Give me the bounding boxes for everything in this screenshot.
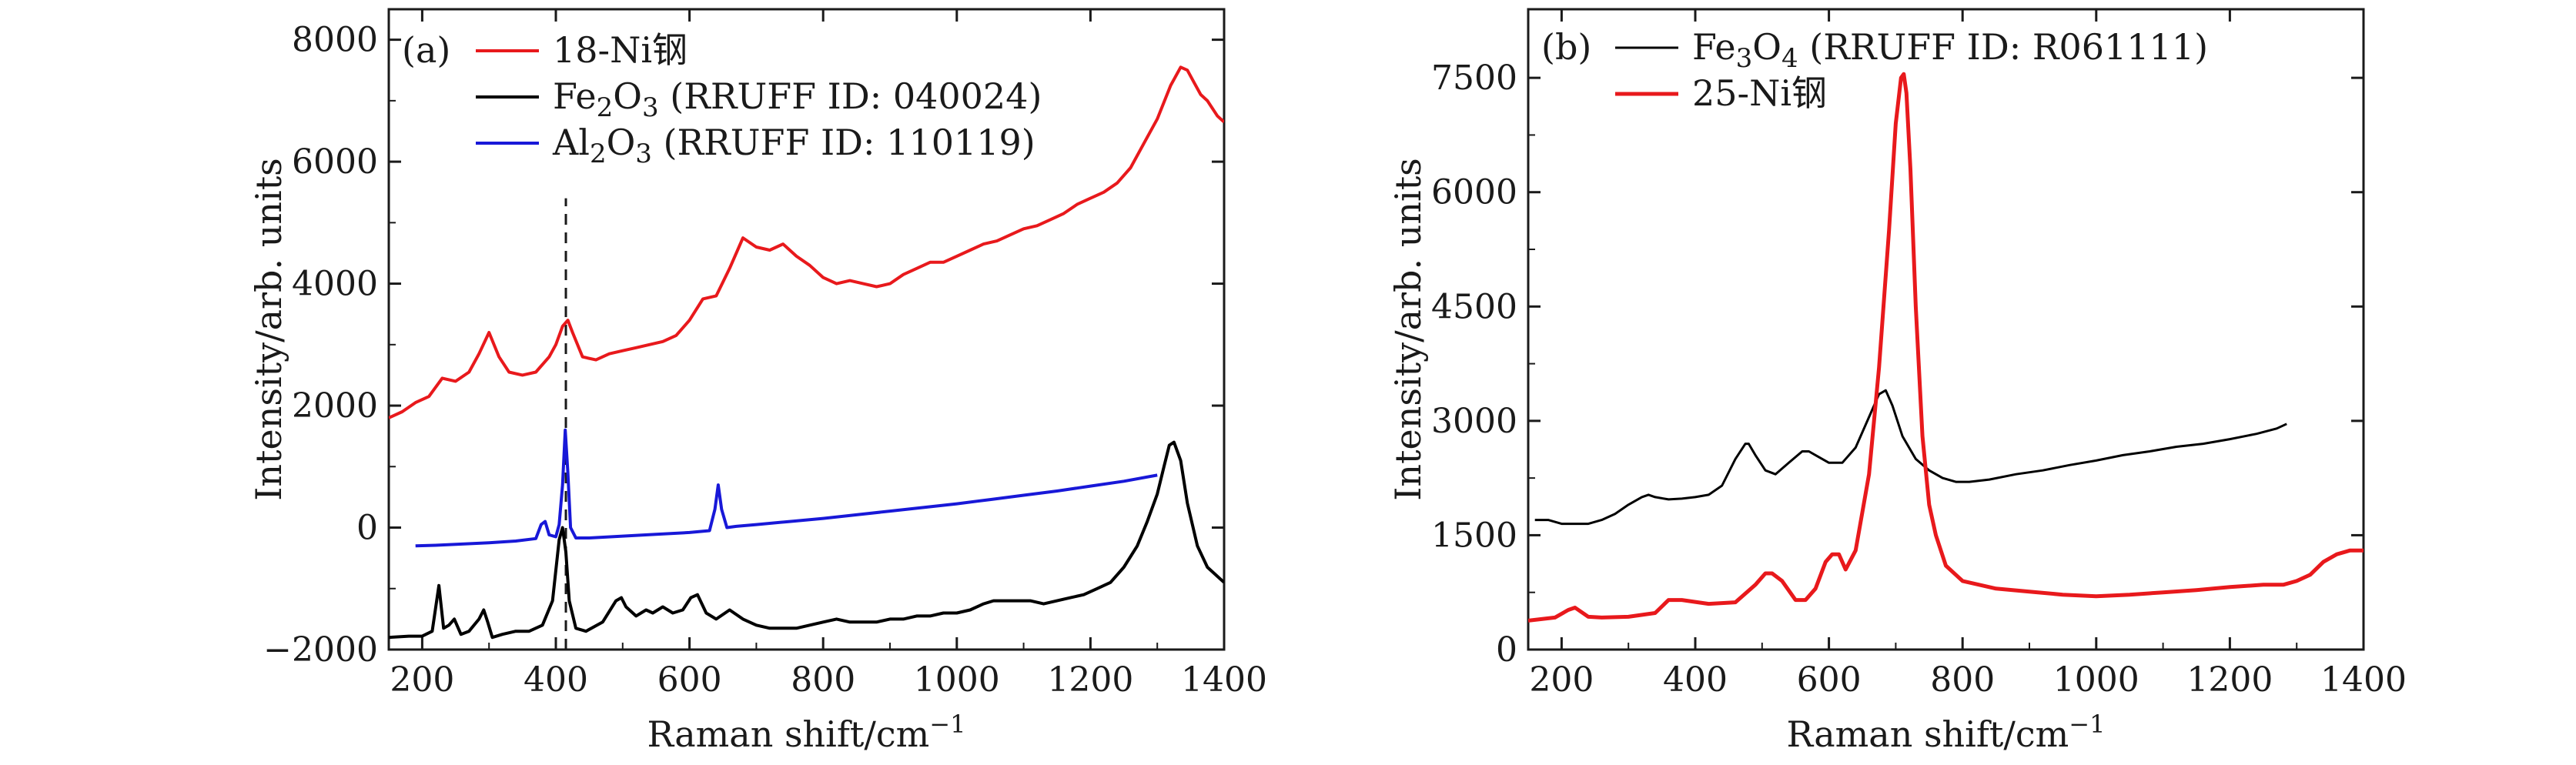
series-line-2 xyxy=(389,440,1224,640)
y-tick-label: 2000 xyxy=(292,386,378,426)
x-tick-label: 400 xyxy=(1663,660,1728,700)
x-tick-label: 1000 xyxy=(914,660,1000,700)
y-axis-title: Intensity/arb. units xyxy=(248,158,289,501)
y-tick-label: 3000 xyxy=(1431,402,1517,441)
y-tick-label: 6000 xyxy=(1431,173,1517,212)
plot-frame xyxy=(1527,8,2365,651)
series-line-1 xyxy=(1534,389,2287,526)
legend-subscript: 3 xyxy=(1736,43,1753,74)
chart-panel-a: 200 400 600 800 1000 1200 1400 −2000 0 2000 4000 60… xyxy=(248,8,1267,755)
legend-text-part: (RRUFF ID: R061111) xyxy=(1798,26,2208,68)
series-line-3 xyxy=(415,428,1158,548)
x-axis-title-sup: −1 xyxy=(929,710,965,739)
y-tick-label: 1500 xyxy=(1431,516,1517,555)
legend-entry: Fe2O3 (RRUFF ID: 040024) xyxy=(553,75,1042,123)
legend-text-part: Fe xyxy=(1692,26,1736,68)
y-tick-label: 6000 xyxy=(292,142,378,182)
legend-subscript: 3 xyxy=(642,92,659,123)
y-tick-label: 4000 xyxy=(292,265,378,304)
x-tick-label: 800 xyxy=(1930,660,1995,700)
series-line-2 xyxy=(1528,72,2364,623)
x-axis-title-text: Raman shift/cm xyxy=(647,713,930,755)
legend-text-part: O xyxy=(607,122,636,163)
x-tick-label: 1200 xyxy=(1047,660,1133,700)
x-tick-label: 200 xyxy=(390,660,454,700)
legend-text-part: Fe xyxy=(553,75,597,117)
x-axis-title-sup: −1 xyxy=(2069,710,2105,739)
legend-text-part: O xyxy=(1752,26,1781,68)
chart-panel-b: 200 400 600 800 1000 1200 1400 0 1500 3000 4500 600… xyxy=(1387,8,2407,755)
y-tick-label: 0 xyxy=(1496,630,1517,670)
legend-text-part: (RRUFF ID: 040024) xyxy=(659,75,1042,117)
legend-entry: Fe3O4 (RRUFF ID: R061111) xyxy=(1692,26,2208,74)
panel-label: (a) xyxy=(402,29,450,71)
x-tick-label: 600 xyxy=(1797,660,1862,700)
legend-subscript: 4 xyxy=(1781,43,1798,74)
legend-subscript: 2 xyxy=(597,92,614,123)
y-tick-label: 8000 xyxy=(292,21,378,60)
x-axis-title: Raman shift/cm−1 xyxy=(1787,710,2106,755)
y-tick-label: 7500 xyxy=(1431,58,1517,98)
legend-subscript: 2 xyxy=(590,139,607,169)
legend-text-part: 25-Ni钢 xyxy=(1692,72,1827,114)
legend-entry: 25-Ni钢 xyxy=(1692,72,1827,114)
x-tick-label: 400 xyxy=(524,660,588,700)
y-tick-label: 0 xyxy=(356,509,378,548)
legend-entry: Al2O3 (RRUFF ID: 110119) xyxy=(552,122,1035,169)
legend-text-part: Al xyxy=(552,122,590,163)
plot-frame xyxy=(387,8,1226,651)
y-tick-label: −2000 xyxy=(263,630,378,670)
panel-label: (b) xyxy=(1541,26,1591,68)
x-tick-label: 1200 xyxy=(2186,660,2273,700)
x-axis-title: Raman shift/cm−1 xyxy=(647,710,966,755)
x-tick-label: 1000 xyxy=(2053,660,2139,700)
y-tick-label: 4500 xyxy=(1431,287,1517,326)
legend-text-part: O xyxy=(613,75,642,117)
legend-text-part: (RRUFF ID: 110119) xyxy=(652,122,1035,163)
y-axis-title: Intensity/arb. units xyxy=(1387,158,1429,501)
series-line-1 xyxy=(389,65,1224,419)
x-axis-title-text: Raman shift/cm xyxy=(1787,713,2069,755)
x-tick-label: 1400 xyxy=(2320,660,2407,700)
x-tick-label: 600 xyxy=(657,660,722,700)
legend-entry: 18-Ni钢 xyxy=(553,29,687,71)
x-tick-label: 1400 xyxy=(1181,660,1267,700)
legend-subscript: 3 xyxy=(635,139,652,169)
x-tick-label: 800 xyxy=(791,660,855,700)
x-tick-label: 200 xyxy=(1529,660,1594,700)
legend-text-part: 18-Ni钢 xyxy=(553,29,687,71)
